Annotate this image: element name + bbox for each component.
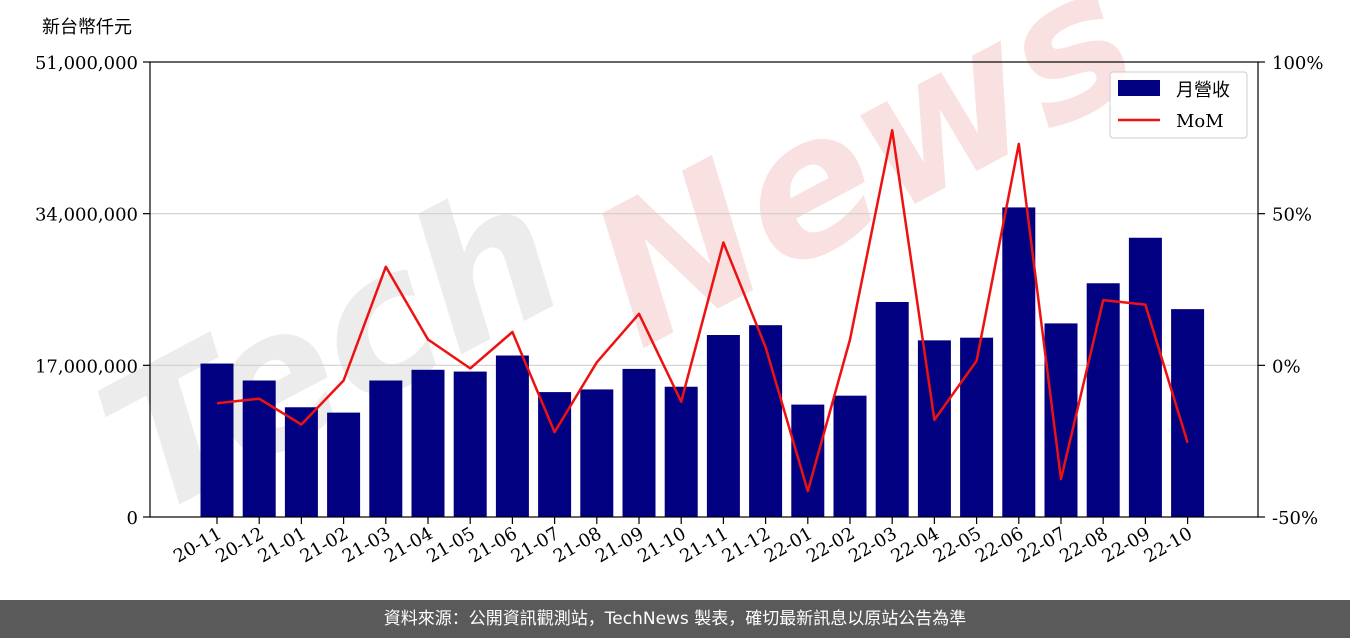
revenue-bar-22-07 [1044,323,1078,517]
legend-bar-swatch [1118,80,1160,96]
revenue-bars [200,207,1205,518]
x-tick-label: 22-10 [1141,523,1196,567]
y-left-tick-label: 51,000,000 [35,53,138,74]
revenue-bar-22-09 [1128,237,1162,518]
source-footer: 資料來源：公開資訊觀測站，TechNews 製表，確切最新訊息以原站公告為準 [0,600,1350,638]
revenue-bar-22-05 [960,337,994,517]
revenue-bar-22-02 [833,395,867,517]
revenue-bar-21-10 [664,386,698,517]
y-left-tick-label: 0 [127,508,138,529]
y-left-tick-label: 34,000,000 [35,205,138,226]
revenue-bar-21-09 [622,368,656,517]
legend: 月營收 MoM [1109,71,1248,139]
legend-label-revenue: 月營收 [1176,80,1230,101]
plot-frame [149,61,1259,518]
y-left-tick-label: 17,000,000 [35,356,138,377]
y-unit-label: 新台幣仟元 [42,17,132,38]
revenue-bar-21-03 [369,380,403,517]
y-right-tick-label: 100% [1272,53,1323,74]
watermark-news-text: News [557,0,1170,390]
revenue-bar-20-11 [200,363,234,517]
revenue-bar-21-06 [495,355,529,517]
revenue-bar-21-05 [453,371,487,517]
y-right-tick-label: 50% [1272,205,1312,226]
revenue-bar-21-12 [749,325,783,517]
revenue-chart: TechNews 017,000,00034,000,00051,000,000… [35,0,1324,567]
revenue-bar-22-03 [875,301,909,517]
revenue-bar-21-11 [706,335,740,517]
revenue-bar-22-10 [1171,309,1205,517]
revenue-bar-22-06 [1002,207,1036,517]
revenue-bar-21-08 [580,389,614,517]
y-right-tick-label: 0% [1272,356,1301,377]
revenue-bar-22-01 [791,404,825,517]
revenue-bar-22-04 [917,340,951,517]
revenue-bar-21-04 [411,369,445,517]
revenue-bar-20-12 [242,380,276,517]
legend-label-mom: MoM [1176,111,1224,132]
revenue-bar-22-08 [1086,283,1120,517]
y-right-tick-label: -50% [1272,508,1318,529]
revenue-bar-21-02 [327,412,361,517]
mom-line [216,129,1189,493]
mom-line-series [216,129,1189,493]
